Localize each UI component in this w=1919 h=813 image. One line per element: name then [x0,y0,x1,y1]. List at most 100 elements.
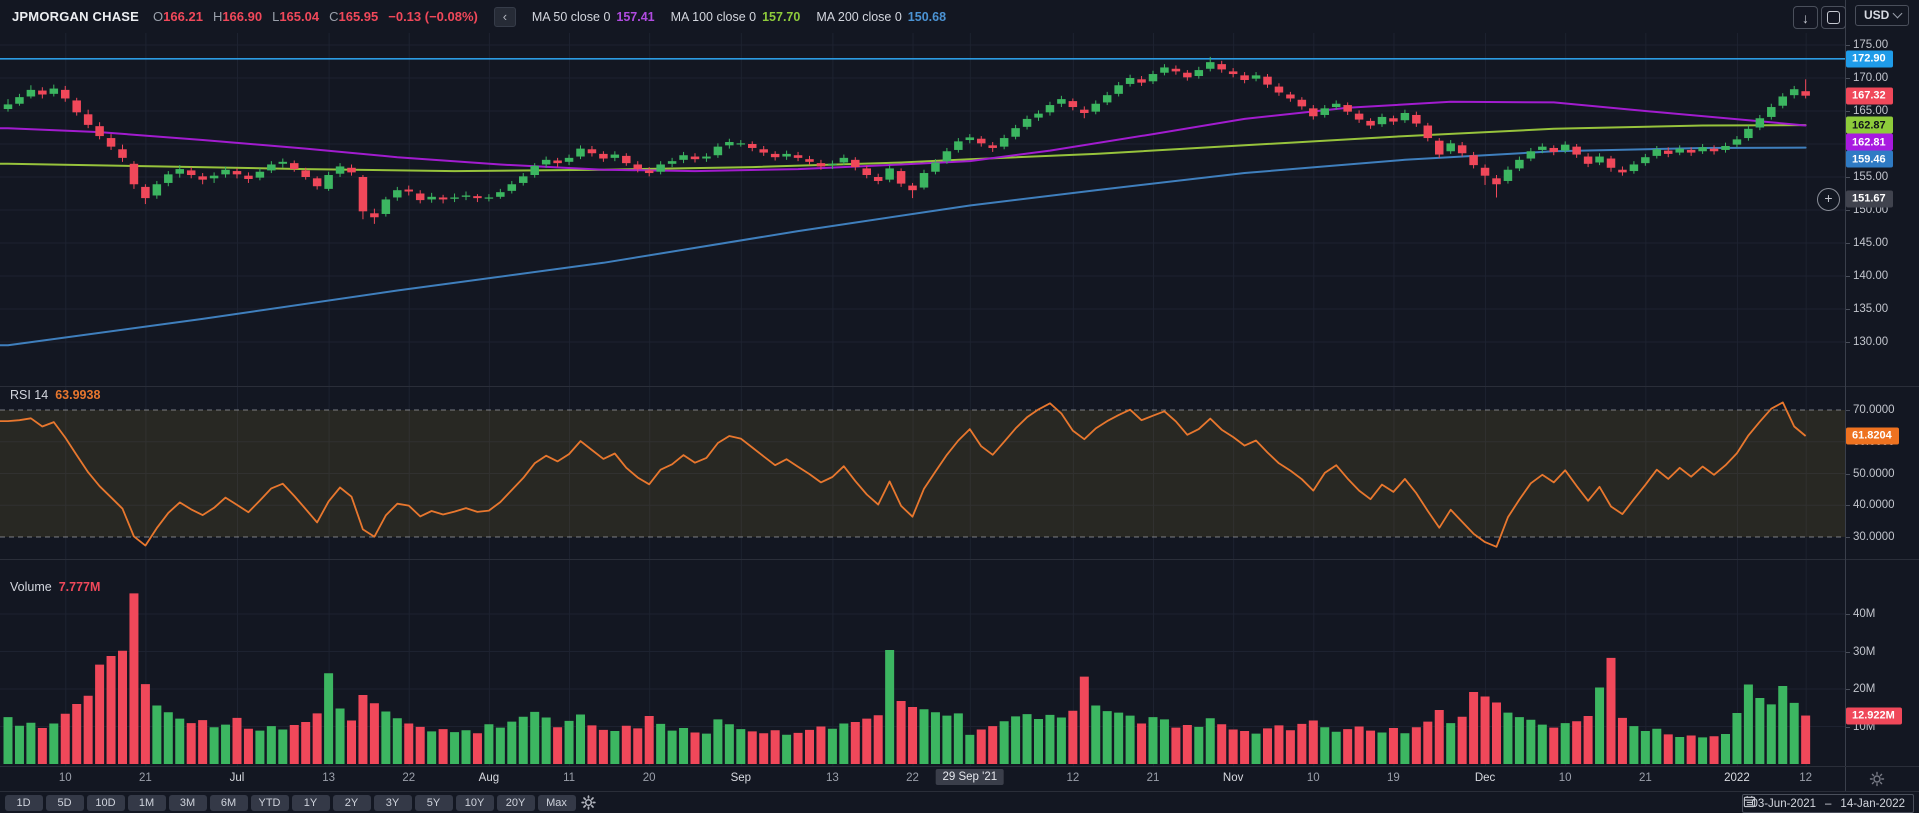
volume-bar [541,717,551,764]
candle [564,157,574,162]
candle [83,114,93,125]
ma200-legend[interactable]: MA 200 close 0 150.68 [816,9,947,24]
download-button[interactable]: ↓ [1793,6,1818,29]
candle [290,163,299,170]
range-button-ytd[interactable]: YTD [250,794,289,811]
volume-bar [1617,717,1627,764]
candle [725,142,734,146]
range-button-5y[interactable]: 5Y [414,794,453,811]
range-button-1d[interactable]: 1D [4,794,43,811]
axis-tick-mark [1846,410,1850,411]
range-button-2y[interactable]: 2Y [332,794,371,811]
candle [1572,146,1581,155]
volume-bar [942,715,952,764]
candle [530,165,539,176]
candle [438,197,448,200]
volume-bar [312,713,322,764]
pane-separator [1846,559,1919,560]
range-button-3m[interactable]: 3M [168,794,207,811]
volume-tick-label: 20M [1853,683,1876,695]
candle [1618,169,1627,173]
toolbar-settings-gear-icon[interactable] [581,795,596,810]
candle [26,89,36,97]
volume-bar [713,719,723,764]
axis-settings-gear-icon[interactable] [1869,771,1885,787]
range-button-6m[interactable]: 6M [209,794,248,811]
chart-canvas[interactable] [0,0,1845,766]
volume-bar [656,723,666,764]
volume-bar [862,718,872,764]
range-button-10d[interactable]: 10D [86,794,125,811]
candle [221,169,230,175]
volume-bar [885,650,895,764]
candle [942,151,952,162]
volume-bar [1377,732,1387,764]
candle [1297,99,1307,107]
candle [141,186,150,199]
volume-bar [667,730,677,764]
fullscreen-button[interactable] [1821,6,1846,29]
pane-separator [1846,386,1919,387]
volume-bar [404,723,414,764]
volume-bar [553,727,563,764]
rsi-tick-label: 30.0000 [1853,531,1895,543]
range-button-3y[interactable]: 3Y [373,794,412,811]
range-button-1y[interactable]: 1Y [291,794,330,811]
price-tick-label: 155.00 [1853,171,1889,183]
volume-bar [930,712,940,764]
volume-bar [1606,657,1616,764]
volume-bar [427,731,437,764]
time-label: 10 [1306,772,1320,784]
candle [95,126,104,137]
currency-dropdown[interactable]: USD [1855,5,1910,26]
collapse-legend-button[interactable]: ‹ [493,6,516,27]
candle [507,184,517,191]
candle [1125,78,1135,84]
candle [1137,79,1146,83]
time-label: 12 [1799,772,1813,784]
candle [885,168,894,180]
candle [1320,108,1329,115]
add-alert-plus-icon[interactable]: + [1817,188,1840,211]
volume-bar [816,726,826,764]
volume-bar [495,727,505,764]
volume-bar [1171,727,1181,764]
rsi-legend[interactable]: RSI 14 63.9938 [10,388,101,402]
candle [587,149,597,154]
volume-bar [1251,733,1261,764]
price-axis[interactable]: USD 175.00 170.00 165.00 155.00 150.00 145.00… [1845,0,1919,766]
candle [61,89,70,99]
candle [1366,120,1375,126]
candle [175,169,184,174]
range-button-5d[interactable]: 5D [45,794,84,811]
range-button-20y[interactable]: 20Y [496,794,535,811]
candle [1560,144,1570,151]
volume-bar [209,727,219,764]
candle [209,175,219,179]
range-button-max[interactable]: Max [537,794,576,811]
rsi-value: 63.9938 [55,388,101,402]
volume-legend[interactable]: Volume 7.777M [10,580,101,594]
candle [667,161,677,164]
ma50-legend[interactable]: MA 50 close 0 157.41 [531,9,655,24]
candle [1629,164,1639,172]
candle [1274,86,1284,93]
ma100-legend[interactable]: MA 100 close 0 157.70 [670,9,801,24]
date-range-picker[interactable]: 03-Jun-2021 – 14-Jan-2022 [1742,794,1914,813]
crosshair-date-label: 29 Sep '21 [935,769,1005,785]
axis-tick-mark [1846,243,1850,244]
candle [1583,156,1593,164]
range-button-10y[interactable]: 10Y [455,794,494,811]
candle [1446,143,1455,152]
candle [977,138,986,144]
volume-bar [1640,731,1650,764]
candle [713,146,723,156]
volume-bar [14,725,24,764]
candle [393,190,402,198]
volume-bar [518,716,528,764]
time-axis[interactable]: 10 21 Jul 13 22 Aug 11 20 Sep 13 22 29 Sep '21 12 21 N… [0,766,1919,792]
axis-tick-mark [1846,78,1850,79]
candle [1389,118,1398,122]
volume-bar [1068,710,1078,764]
range-button-1m[interactable]: 1M [127,794,166,811]
